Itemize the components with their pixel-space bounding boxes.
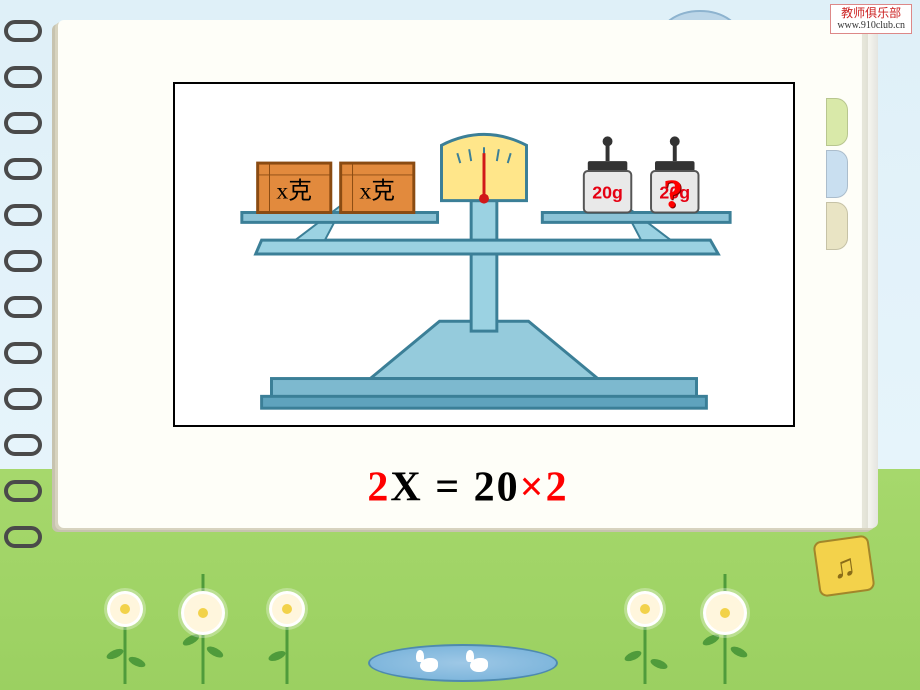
ground-decoration [0, 540, 920, 690]
block1-label: x克 [276, 178, 312, 205]
left-block-1: x克 [258, 163, 331, 212]
left-block-2: x克 [341, 163, 414, 212]
flower-icon [262, 594, 312, 684]
equation-text: 2X = 20×2 [58, 460, 878, 511]
balance-figure-frame: x克 x克 20g 20g [173, 82, 795, 427]
page-fold-shadow [862, 20, 868, 528]
pond-icon [368, 644, 558, 682]
watermark-line2: www.910club.cn [837, 20, 905, 31]
page-tab-2 [826, 150, 848, 198]
svg-text:x克: x克 [359, 178, 395, 205]
notebook-page: x克 x克 20g 20g [58, 20, 878, 528]
eq-num-right: 20 [474, 464, 520, 510]
flower-icon [100, 594, 150, 684]
flower-icon [700, 594, 750, 684]
right-weight-1: 20g [584, 136, 631, 212]
page-tab-1 [826, 98, 848, 146]
eq-factor-right: 2 [546, 464, 569, 510]
source-watermark: 教师俱乐部 www.910club.cn [830, 4, 912, 34]
question-mark-overlay: ? [663, 170, 683, 217]
balance-scale-diagram: x克 x克 20g 20g [175, 84, 793, 425]
swan-icon [420, 658, 438, 672]
eq-times: × [520, 464, 546, 510]
eq-coef-left: 2 [367, 464, 390, 510]
flower-icon [620, 594, 670, 684]
swan-icon [470, 658, 488, 672]
page-tab-3 [826, 202, 848, 250]
music-note-icon: ♫ [812, 534, 875, 597]
flower-icon [178, 594, 228, 684]
svg-text:20g: 20g [592, 183, 623, 203]
watermark-line1: 教师俱乐部 [841, 6, 901, 20]
notebook-spiral [0, 0, 48, 690]
eq-equals: = [423, 464, 474, 510]
eq-var: X [390, 464, 422, 510]
